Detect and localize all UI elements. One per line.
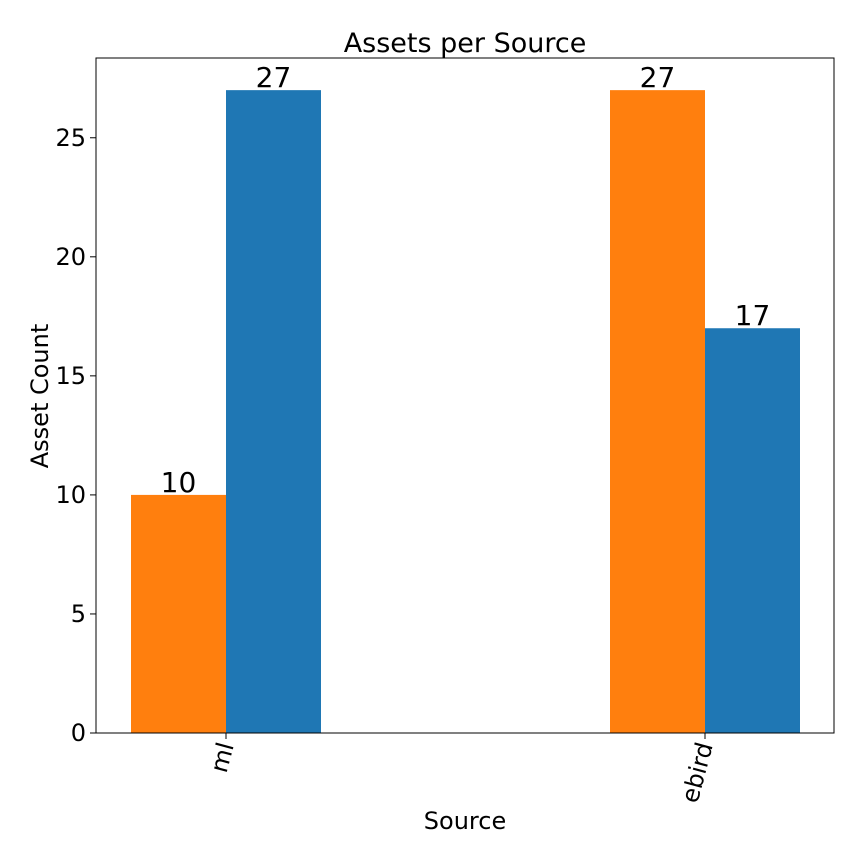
y-tick-label: 15	[55, 362, 86, 390]
x-tick-label-ebird: ebird	[676, 739, 719, 806]
bar-ebird-series-2	[705, 328, 800, 733]
x-tick-label-ml: ml	[205, 739, 240, 775]
x-axis: ml ebird	[205, 733, 719, 806]
data-label-ml-series-1: 10	[161, 466, 197, 499]
bar-ebird-series-1	[610, 90, 705, 733]
bar-ml-series-2	[226, 90, 321, 733]
data-label-ebird-series-1: 27	[640, 61, 676, 94]
y-axis: 0 5 10 15 20 25	[55, 124, 96, 747]
y-tick-label: 5	[71, 600, 86, 628]
data-label-ml-series-2: 27	[256, 61, 292, 94]
y-tick-label: 20	[55, 243, 86, 271]
chart-title: Assets per Source	[344, 28, 587, 59]
x-axis-label: Source	[424, 807, 506, 835]
y-tick-label: 0	[71, 719, 86, 747]
bar-ml-series-1	[131, 494, 226, 733]
data-label-ebird-series-2: 17	[735, 299, 771, 332]
y-tick-label: 25	[55, 124, 86, 152]
y-tick-label: 10	[55, 481, 86, 509]
y-axis-label: Asset Count	[26, 324, 54, 469]
plot-frame	[95, 57, 835, 734]
data-labels-group: 10 27 27 17	[161, 61, 771, 499]
bars-group	[131, 90, 800, 733]
